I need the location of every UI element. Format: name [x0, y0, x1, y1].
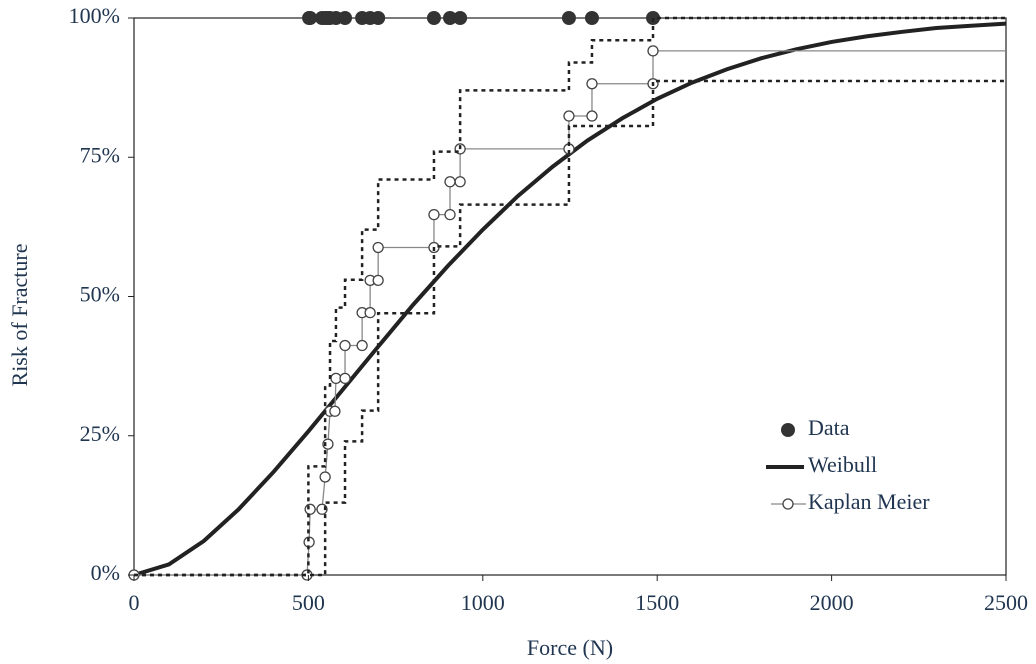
km-marker	[322, 438, 334, 450]
km-marker	[563, 110, 575, 122]
x-axis-title: Force (N)	[527, 635, 613, 660]
km-marker	[329, 405, 341, 417]
y-tick-label: 75%	[80, 142, 120, 167]
plot-area	[128, 11, 1007, 581]
y-tick-label: 50%	[80, 282, 120, 307]
confidence-bound	[134, 79, 1006, 577]
km-marker	[304, 503, 316, 515]
x-tick-label: 2000	[810, 590, 854, 615]
km-marker	[454, 176, 466, 188]
data-point	[584, 11, 599, 25]
km-marker	[319, 471, 331, 483]
legend-label: Kaplan Meier	[808, 489, 930, 514]
y-tick-label: 25%	[80, 421, 120, 446]
data-point	[443, 11, 458, 25]
x-tick-label: 500	[292, 590, 325, 615]
data-point	[338, 11, 353, 25]
y-axis-title: Risk of Fracture	[7, 244, 32, 387]
y-tick-label: 0%	[91, 560, 120, 585]
km-marker	[647, 45, 659, 57]
x-tick-label: 2500	[984, 590, 1028, 615]
km-marker	[428, 208, 440, 221]
km-marker	[372, 241, 384, 254]
legend-marker	[782, 498, 794, 510]
data-point	[453, 11, 468, 25]
x-tick-label: 1500	[635, 590, 679, 615]
x-tick-label: 0	[129, 590, 140, 615]
data-point	[561, 11, 576, 25]
legend: Data Weibull Kaplan Meier	[766, 415, 930, 514]
data-point	[426, 11, 441, 25]
data-point	[646, 11, 661, 25]
km-marker	[444, 208, 456, 221]
km-marker	[586, 110, 598, 122]
km-marker	[364, 307, 376, 319]
data-point	[303, 11, 318, 25]
legend-label: Weibull	[808, 452, 877, 477]
legend-label: Data	[808, 415, 850, 440]
km-marker	[372, 274, 384, 286]
km-marker	[586, 78, 598, 90]
y-tick-label: 100%	[69, 3, 120, 28]
data-point	[371, 11, 386, 25]
x-tick-label: 1000	[461, 590, 505, 615]
km-marker	[339, 372, 351, 385]
km-marker	[444, 176, 456, 188]
legend-marker	[781, 423, 795, 437]
km-marker	[356, 339, 368, 352]
km-marker	[339, 339, 351, 352]
